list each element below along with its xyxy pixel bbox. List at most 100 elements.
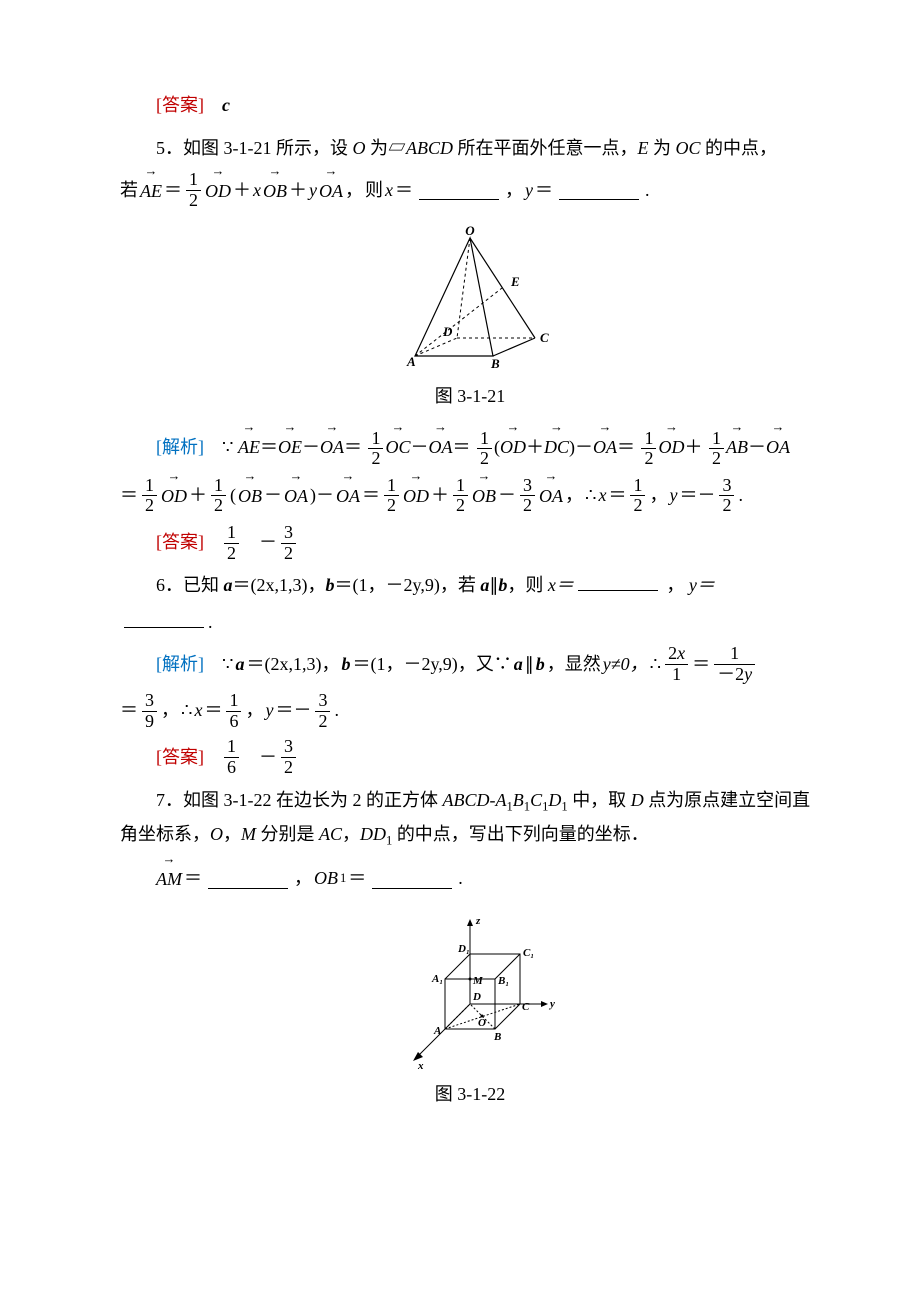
- eq: ＝: [348, 859, 366, 899]
- q5-prompt-eq: 若 AE＝ 12 OD＋x OB＋y OA， 则 x＝ ， y＝.: [120, 170, 820, 212]
- cube: ABCD-A: [443, 790, 507, 810]
- text: 为: [649, 138, 676, 158]
- therefore: ∴: [650, 645, 661, 685]
- var-x: x＝: [548, 575, 574, 595]
- q4-answer-line: [答案] c: [120, 86, 820, 126]
- text: ，: [223, 824, 241, 844]
- svg-text:A₁: A₁: [431, 973, 443, 985]
- text: 6．已知: [156, 575, 224, 595]
- text: 7．如图 3-1-22 在边长为 2 的正方体: [156, 790, 443, 810]
- q7-blanks: AM＝， OB1＝.: [120, 858, 820, 900]
- figure-3-1-21: O E A B C D: [120, 226, 820, 376]
- svg-text:y: y: [548, 998, 555, 1010]
- q6-prompt: 6．已知 a＝(2x,1,3)，b＝(1，－2y,9)，若 a∥b，则 x＝ ，…: [120, 569, 820, 601]
- svg-text:C: C: [540, 330, 549, 345]
- blank: [419, 181, 499, 200]
- q6-analysis-2: ＝39， ∴x＝ 16，y＝－ 32.: [120, 691, 820, 732]
- text: ，: [505, 171, 523, 211]
- text: 5．如图 3-1-21 所示，设: [156, 138, 353, 158]
- var-O: O: [353, 138, 366, 158]
- answer-label: [答案]: [156, 86, 204, 126]
- svg-text:z: z: [475, 915, 481, 927]
- figure-3-1-22: z y x D₁ C₁ A₁ B₁ D C A B M O: [120, 914, 820, 1074]
- q7-prompt-1: 7．如图 3-1-22 在边长为 2 的正方体 ABCD-A1B1C1D1 中，…: [120, 784, 820, 853]
- var-y: y＝: [689, 575, 715, 595]
- therefore: ∴: [181, 691, 192, 731]
- cube: C: [530, 790, 542, 810]
- blank: [578, 572, 658, 591]
- svg-text:x: x: [417, 1060, 424, 1072]
- cube: B: [513, 790, 524, 810]
- fig-caption-21: 图 3-1-21: [120, 380, 820, 412]
- text: 的中点，写出下列向量的坐标．: [392, 824, 649, 844]
- pyramid-svg: O E A B C D: [375, 226, 565, 376]
- text: 所在平面外任意一点，: [453, 138, 638, 158]
- q5-analysis-1: [解析] ∵ AE＝OE－OA＝ 12OC－OA＝ 12(OD＋DC)－OA＝ …: [120, 426, 820, 469]
- vec-OD: OD: [205, 170, 231, 212]
- parallel: ∥: [525, 645, 534, 685]
- parallel: ∥: [489, 575, 498, 595]
- text: y≠0，: [603, 645, 648, 685]
- eq: ＝: [184, 859, 202, 899]
- text: 分别是: [256, 824, 319, 844]
- svg-text:O: O: [478, 1017, 486, 1029]
- svg-text:D: D: [442, 324, 453, 339]
- text: 的中点，: [701, 138, 778, 158]
- vec-AM: AM: [156, 858, 182, 900]
- text: ，显然: [547, 645, 601, 685]
- analysis-label: [解析]: [156, 645, 204, 685]
- blank: [559, 181, 639, 200]
- because: ∵: [222, 437, 233, 457]
- var-E: E: [638, 138, 649, 158]
- svg-text:B₁: B₁: [497, 975, 509, 987]
- text: ＝(1，－2y,9)，若: [335, 575, 481, 595]
- text: 为▱: [366, 138, 407, 158]
- var-DD: DD: [360, 824, 386, 844]
- therefore: ∴: [585, 476, 596, 516]
- svg-text:C₁: C₁: [523, 947, 534, 959]
- blank: [124, 609, 204, 628]
- text: ，则: [507, 575, 548, 595]
- q6-answer: [答案] 16 －32: [120, 737, 820, 778]
- svg-text:D₁: D₁: [457, 943, 470, 955]
- var-ABCD: ABCD: [406, 138, 453, 158]
- vec-OB: OB: [263, 170, 287, 212]
- svg-text:B: B: [490, 356, 500, 371]
- answer-label: [答案]: [156, 738, 204, 778]
- var-D: D: [631, 790, 644, 810]
- vec-OA: OA: [319, 170, 343, 212]
- q5-answer: [答案] 12 －32: [120, 523, 820, 564]
- blank: [208, 870, 288, 889]
- text: ＝(2x,1,3)，: [246, 645, 339, 685]
- svg-text:B: B: [493, 1031, 501, 1043]
- answer-label: [答案]: [156, 523, 204, 563]
- svg-text:D: D: [472, 991, 481, 1003]
- text: 中，取: [568, 790, 631, 810]
- text: 若: [120, 171, 138, 211]
- q6-analysis-1: [解析] ∵a＝(2x,1,3)，b＝(1，－2y,9)，又∵a∥b，显然 y≠…: [120, 644, 820, 685]
- text: 则: [365, 171, 383, 211]
- text: ，: [342, 824, 360, 844]
- svg-text:M: M: [472, 975, 484, 987]
- svg-text:O: O: [465, 226, 475, 238]
- var-AC: AC: [319, 824, 342, 844]
- because: ∵: [222, 645, 233, 685]
- var-O: O: [210, 824, 223, 844]
- fig-caption-22: 图 3-1-22: [120, 1078, 820, 1110]
- var-OC: OC: [676, 138, 701, 158]
- svg-text:E: E: [510, 274, 520, 289]
- blank: [372, 870, 452, 889]
- q6-prompt-cont: .: [120, 606, 820, 638]
- half: 12: [186, 170, 201, 211]
- q4-answer-value: c: [222, 86, 230, 126]
- svg-text:A: A: [406, 354, 416, 369]
- cube: D: [548, 790, 561, 810]
- vec-AE: AE: [140, 170, 162, 212]
- svg-text:A: A: [433, 1025, 441, 1037]
- q5-analysis-2: ＝12OD＋ 12(OB－OA)－OA＝ 12OD＋ 12OB－ 32OA， ∴…: [120, 475, 820, 517]
- cube-svg: z y x D₁ C₁ A₁ B₁ D C A B M O: [370, 914, 570, 1074]
- text: ＝(1，－2y,9)，又∵: [352, 645, 511, 685]
- text: ＝(2x,1,3)，: [233, 575, 326, 595]
- svg-text:C: C: [522, 1001, 530, 1013]
- var-M: M: [241, 824, 256, 844]
